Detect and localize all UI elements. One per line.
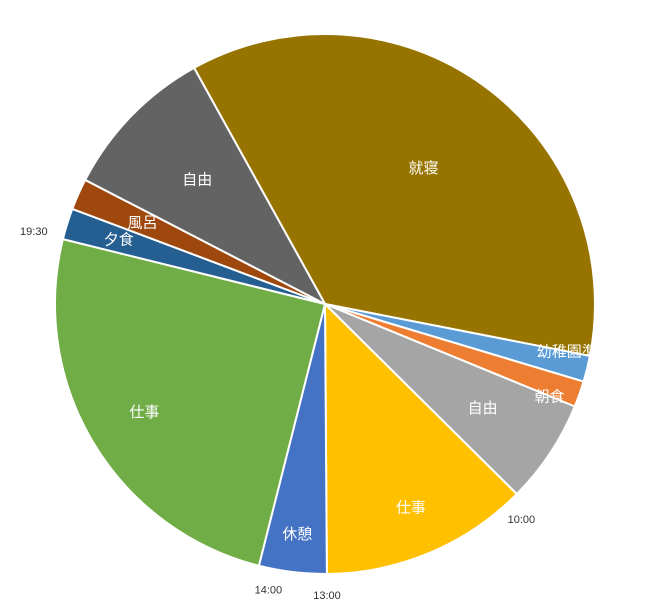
- pie-slice-6: [54, 238, 326, 567]
- time-marks: 10:00 13:00 14:00 19:30: [20, 226, 535, 602]
- pie-slice-label-5: 休憩: [282, 525, 312, 543]
- pie-slice-label-9: 自由: [182, 170, 212, 188]
- pie-slice-label-8: 風呂: [127, 213, 157, 231]
- pie-slice-label-7: 夕食: [104, 230, 134, 248]
- time-mark-1: 13:00: [313, 590, 341, 602]
- pie-slice-0: [193, 32, 596, 357]
- pie-slice-label-4: 仕事: [396, 499, 426, 517]
- pie-slice-label-1: 幼稚園準備: [537, 343, 612, 361]
- time-mark-0: 10:00: [508, 514, 536, 526]
- time-mark-2: 14:00: [255, 584, 283, 596]
- pie-slice-4: [324, 303, 518, 575]
- pie-slices: [54, 32, 596, 575]
- time-mark-3: 19:30: [20, 226, 48, 238]
- pie-slice-label-2: 朝食: [534, 388, 564, 406]
- pie-slice-label-0: 就寝: [408, 159, 438, 177]
- pie-slice-9: [84, 66, 326, 305]
- pie-slice-label-3: 自由: [468, 399, 498, 417]
- pie-slice-label-6: 仕事: [129, 403, 159, 421]
